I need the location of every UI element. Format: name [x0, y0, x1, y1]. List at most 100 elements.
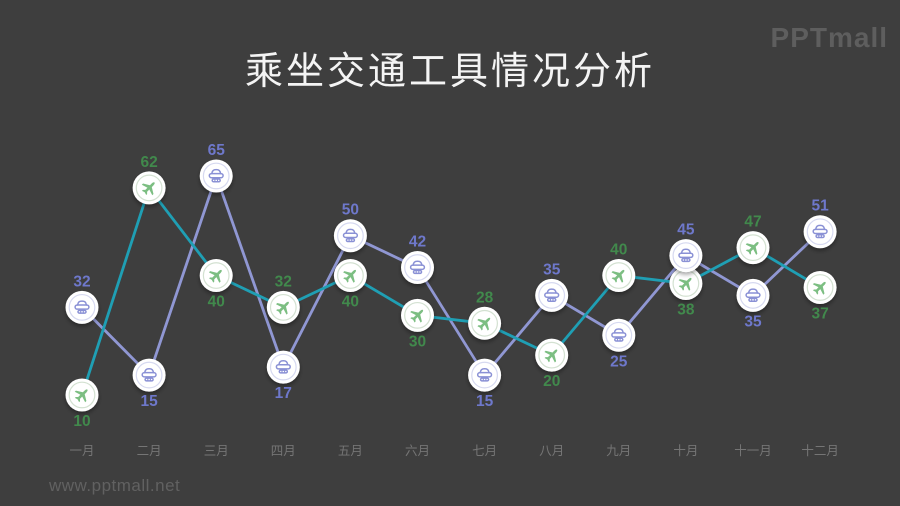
marker-ring — [404, 254, 431, 281]
car-value-label: 51 — [811, 198, 829, 215]
plane-value-label: 40 — [208, 294, 225, 311]
plane-value-label: 10 — [73, 413, 90, 430]
marker-ring — [806, 218, 834, 246]
plane-value-label: 28 — [476, 289, 494, 306]
car-value-label: 15 — [140, 393, 158, 410]
plane-icon — [74, 389, 88, 403]
marker-ring — [605, 321, 633, 349]
marker-ring — [269, 353, 297, 381]
plane-icon — [208, 269, 222, 283]
marker-ring — [202, 262, 230, 289]
plane-marker: 38 — [669, 266, 703, 318]
car-icon — [275, 360, 291, 374]
marker-circle — [401, 251, 434, 285]
car-marker: 50 — [333, 202, 367, 253]
plane-icon — [678, 277, 692, 291]
car-marker: 35 — [736, 278, 770, 330]
marker-circle — [333, 219, 367, 253]
plane-marker: 40 — [333, 259, 367, 311]
marker-ring — [336, 222, 364, 250]
month-label: 九月 — [606, 444, 631, 458]
plane-value-label: 47 — [744, 214, 761, 231]
car-marker: 45 — [669, 222, 703, 273]
marker-circle — [468, 358, 502, 392]
car-icon — [208, 168, 224, 183]
car-icon — [678, 248, 694, 263]
car-marker: 32 — [65, 273, 99, 324]
marker-circle — [669, 239, 703, 273]
car-value-label: 17 — [275, 385, 292, 402]
marker-circle — [602, 318, 636, 352]
month-label: 五月 — [338, 444, 363, 458]
month-label: 三月 — [204, 444, 229, 458]
footer-url: www.pptmall.net — [49, 476, 181, 495]
plane-icon — [343, 269, 357, 283]
car-value-label: 32 — [73, 273, 90, 290]
marker-circle — [803, 215, 837, 249]
plane-marker: 28 — [468, 289, 502, 340]
plane-icon — [410, 309, 424, 323]
car-value-label: 35 — [744, 313, 762, 330]
marker-ring — [538, 341, 566, 369]
car-value-label: 50 — [342, 202, 359, 219]
page-title: 乘坐交通工具情况分析 — [244, 51, 655, 93]
plane-icon — [745, 242, 759, 255]
marker-ring — [404, 301, 431, 329]
marker-ring — [471, 361, 499, 389]
plane-marker: 62 — [132, 154, 166, 205]
car-marker: 17 — [266, 350, 300, 402]
plane-value-label: 20 — [543, 373, 560, 390]
plane-value-label: 62 — [140, 154, 157, 171]
month-label: 六月 — [405, 444, 430, 458]
month-label: 八月 — [539, 444, 564, 458]
plane-marker: 40 — [199, 259, 233, 311]
car-marker: 35 — [535, 261, 569, 312]
marker-ring — [739, 234, 767, 262]
plane-icon — [544, 349, 558, 363]
marker-circle — [535, 278, 569, 312]
car-value-label: 45 — [677, 222, 695, 239]
marker-circle — [65, 290, 99, 324]
plane-marker: 32 — [266, 273, 300, 324]
plane-value-label: 38 — [677, 301, 695, 318]
marker-ring — [538, 282, 566, 309]
plane-marker: 30 — [401, 298, 434, 350]
plane-value-label: 40 — [342, 294, 359, 311]
month-label: 七月 — [472, 444, 497, 458]
plane-marker: 20 — [535, 338, 569, 390]
car-marker: 15 — [468, 358, 502, 410]
car-value-label: 35 — [543, 261, 561, 278]
plane-marker: 47 — [736, 214, 770, 265]
marker-ring — [739, 282, 767, 309]
plane-icon — [812, 281, 826, 295]
plane-marker: 37 — [803, 270, 837, 322]
marker-ring — [68, 293, 96, 321]
plane-icon — [141, 182, 155, 196]
month-label: 四月 — [271, 444, 296, 458]
car-marker: 42 — [401, 234, 434, 285]
plane-value-label: 37 — [811, 305, 828, 322]
car-value-label: 25 — [610, 353, 628, 370]
marker-ring — [135, 361, 163, 389]
plane-value-label: 32 — [275, 273, 292, 290]
car-icon — [544, 288, 560, 302]
marker-ring — [605, 262, 633, 289]
car-icon — [611, 328, 627, 342]
plane-icon — [611, 269, 625, 283]
car-marker: 15 — [132, 358, 166, 410]
month-label: 二月 — [137, 444, 162, 458]
marker-ring — [202, 162, 230, 190]
marker-ring — [471, 309, 499, 337]
plane-marker: 40 — [602, 242, 636, 293]
marker-circle — [199, 159, 233, 193]
car-marker: 25 — [602, 318, 636, 370]
car-series-line — [81, 174, 822, 377]
marker-ring — [68, 381, 96, 409]
car-icon — [476, 368, 493, 382]
month-label: 十二月 — [801, 444, 839, 458]
marker-circle — [132, 358, 166, 392]
car-icon — [74, 300, 90, 314]
pptmall-logo: PPTmall — [770, 22, 888, 53]
